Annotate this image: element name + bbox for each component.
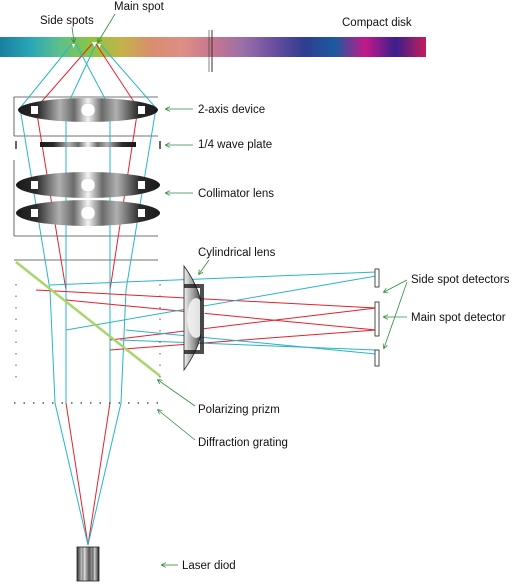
reflected-side-2 — [125, 329, 377, 355]
side-spot-marker — [72, 44, 75, 48]
main-spot-detector-label: Main spot detector — [411, 312, 506, 324]
main-spot-detector — [374, 301, 380, 337]
reflected-side-1 — [49, 271, 377, 286]
laser-diode — [76, 546, 100, 582]
reflected-main-1 — [35, 289, 377, 309]
laser-diode-label: Laser diod — [182, 560, 236, 572]
collimator-lens — [16, 172, 160, 226]
collimator-lens-label: Collimator lens — [198, 188, 274, 200]
reflected-main-4 — [109, 307, 377, 341]
reflected-main-3 — [65, 299, 377, 331]
polarizing-prism-label: Polarizing prizm — [198, 404, 280, 416]
two-axis-device-label: 2-axis device — [198, 104, 265, 116]
housing — [13, 96, 158, 261]
quarter-wave-plate-label: 1/4 wave plate — [198, 139, 272, 151]
side-spot-detectors-label: Side spot detectors — [411, 274, 510, 286]
diffraction-grating-label: Diffraction grating — [198, 437, 288, 449]
polarizing-prism — [15, 261, 161, 377]
detectors — [374, 268, 380, 367]
compact-disk-label: Compact disk — [342, 17, 412, 29]
side-spots-label: Side spots — [40, 15, 94, 27]
side-beam-2 — [87, 43, 157, 546]
cylindrical-lens — [183, 264, 205, 372]
annotations: Side spots Main spot 2-axis device 1/4 w… — [40, 1, 510, 572]
reflected-side-4 — [119, 339, 377, 351]
cylindrical-lens-label: Cylindrical lens — [198, 247, 276, 259]
quarter-wave-plate — [15, 141, 161, 149]
main-spot-marker — [92, 42, 97, 47]
side-spot-detector-bottom — [374, 349, 380, 367]
reflected-main-2 — [109, 329, 377, 351]
two-axis-device — [18, 98, 158, 122]
main-spot-label: Main spot — [114, 1, 165, 13]
side-spot-detector-top — [374, 268, 380, 288]
spot-markers — [72, 42, 101, 48]
reflected-side-3 — [65, 275, 377, 331]
